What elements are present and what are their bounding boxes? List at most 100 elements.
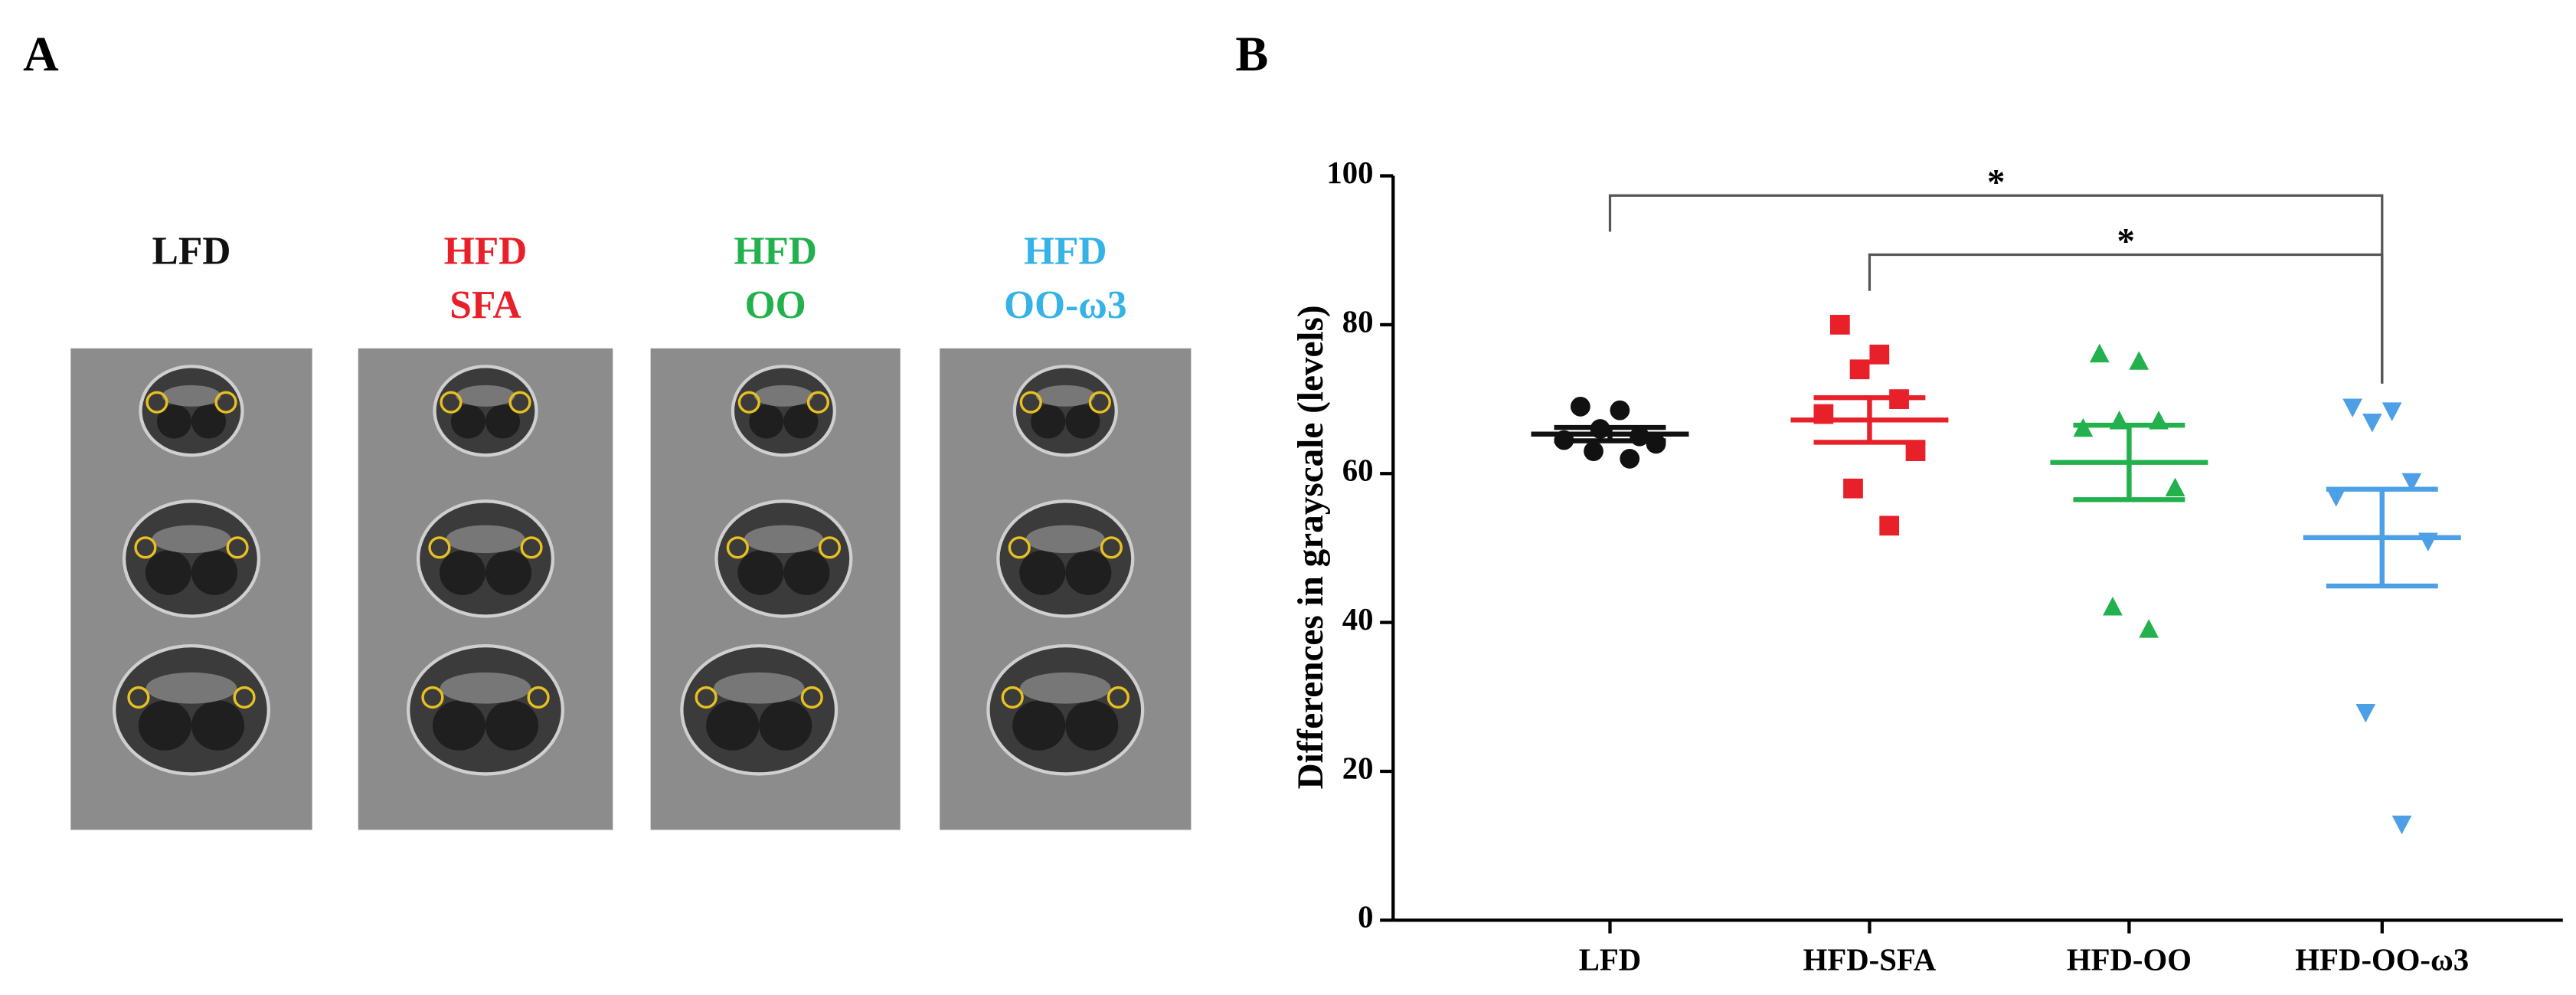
- roi-circle: [134, 536, 157, 559]
- white-matter: [485, 404, 521, 439]
- white-matter: [1012, 700, 1066, 751]
- data-point: [1584, 441, 1603, 462]
- roi-circle: [421, 686, 444, 709]
- x-tick-label: HFD-SFA: [1803, 943, 1937, 977]
- y-tick-label: 100: [1326, 155, 1373, 190]
- cortex: [456, 385, 515, 407]
- x-tick-label: LFD: [1579, 943, 1642, 977]
- panel-label: A: [23, 27, 58, 81]
- roi-circle: [428, 536, 451, 559]
- roi-circle: [127, 686, 150, 709]
- group-header: LFD: [152, 229, 231, 273]
- data-point: [2362, 413, 2382, 433]
- white-matter: [706, 700, 760, 751]
- white-matter: [450, 404, 486, 439]
- data-point: [1829, 315, 1850, 335]
- roi-circle: [233, 686, 256, 709]
- roi-circle: [1008, 536, 1031, 559]
- roi-circle: [214, 391, 237, 414]
- cortex: [1035, 385, 1095, 407]
- roi-circle: [1100, 536, 1123, 559]
- cortex: [145, 672, 237, 704]
- brain-section: [734, 368, 833, 454]
- data-point: [1869, 344, 1890, 365]
- white-matter: [432, 700, 486, 751]
- white-matter: [783, 550, 830, 595]
- group-header: HFD: [1024, 229, 1107, 273]
- data-point: [1610, 400, 1630, 421]
- roi-circle: [226, 536, 249, 559]
- cortex: [446, 525, 525, 554]
- group-header: OO-ω3: [1004, 283, 1127, 327]
- white-matter: [485, 550, 532, 595]
- white-matter: [485, 700, 539, 751]
- roi-circle: [1088, 391, 1111, 414]
- white-matter: [749, 404, 784, 439]
- white-matter: [145, 550, 191, 595]
- white-matter: [156, 404, 191, 439]
- y-tick-label: 60: [1342, 453, 1374, 488]
- brain-section: [116, 647, 267, 773]
- x-tick-label: HFD-OO-ω3: [2295, 943, 2469, 977]
- roi-circle: [1001, 686, 1024, 709]
- brain-section: [683, 647, 835, 773]
- group-header: HFD: [444, 229, 528, 273]
- significance-bracket: [1868, 253, 2384, 384]
- cortex: [713, 672, 805, 704]
- significance-label: *: [2117, 221, 2135, 261]
- data-point: [1843, 478, 1863, 499]
- white-matter: [1065, 404, 1100, 439]
- data-point: [1570, 396, 1590, 417]
- roi-circle: [1019, 391, 1042, 414]
- roi-circle: [737, 391, 760, 414]
- y-tick-label: 20: [1342, 751, 1374, 785]
- brain-section: [989, 647, 1141, 773]
- white-matter: [1065, 550, 1112, 595]
- white-matter: [138, 700, 191, 751]
- data-point: [2129, 351, 2149, 370]
- data-point: [1879, 516, 1900, 536]
- x-tick-label: HFD-OO: [2067, 943, 2192, 977]
- data-point: [2165, 477, 2185, 497]
- brain-section: [410, 647, 561, 773]
- roi-circle: [818, 536, 842, 559]
- y-tick-label: 80: [1342, 304, 1374, 339]
- cortex: [1020, 672, 1111, 704]
- white-matter: [191, 700, 245, 751]
- roi-circle: [800, 686, 823, 709]
- group-header: HFD: [734, 229, 817, 273]
- brain-section: [1015, 368, 1115, 454]
- data-point: [2103, 597, 2123, 616]
- brain-section: [142, 368, 241, 454]
- roi-circle: [440, 391, 463, 414]
- roi-circle: [695, 686, 718, 709]
- significance-bracket: [1608, 194, 2384, 384]
- white-matter: [439, 550, 486, 595]
- cortex: [440, 672, 531, 704]
- roi-circle: [145, 391, 168, 414]
- panel-label: B: [1235, 27, 1268, 81]
- y-axis-label: Differences in grayscale (levels): [1291, 305, 1331, 789]
- significance-label: *: [1987, 162, 2006, 202]
- data-point: [2401, 473, 2422, 493]
- data-point: [2391, 815, 2412, 835]
- cortex: [744, 525, 823, 554]
- group-header: OO: [745, 283, 806, 327]
- roi-circle: [726, 536, 749, 559]
- cortex: [152, 525, 231, 554]
- roi-circle: [1107, 686, 1129, 709]
- white-matter: [737, 550, 784, 595]
- white-matter: [1031, 404, 1066, 439]
- roi-circle: [806, 391, 830, 414]
- white-matter: [1065, 700, 1119, 751]
- cortex: [754, 385, 813, 407]
- data-point: [2326, 488, 2346, 507]
- white-matter: [759, 700, 812, 751]
- white-matter: [1019, 550, 1066, 595]
- roi-circle: [520, 536, 543, 559]
- data-point: [1849, 359, 1870, 380]
- cortex: [162, 385, 221, 407]
- white-matter: [191, 404, 227, 439]
